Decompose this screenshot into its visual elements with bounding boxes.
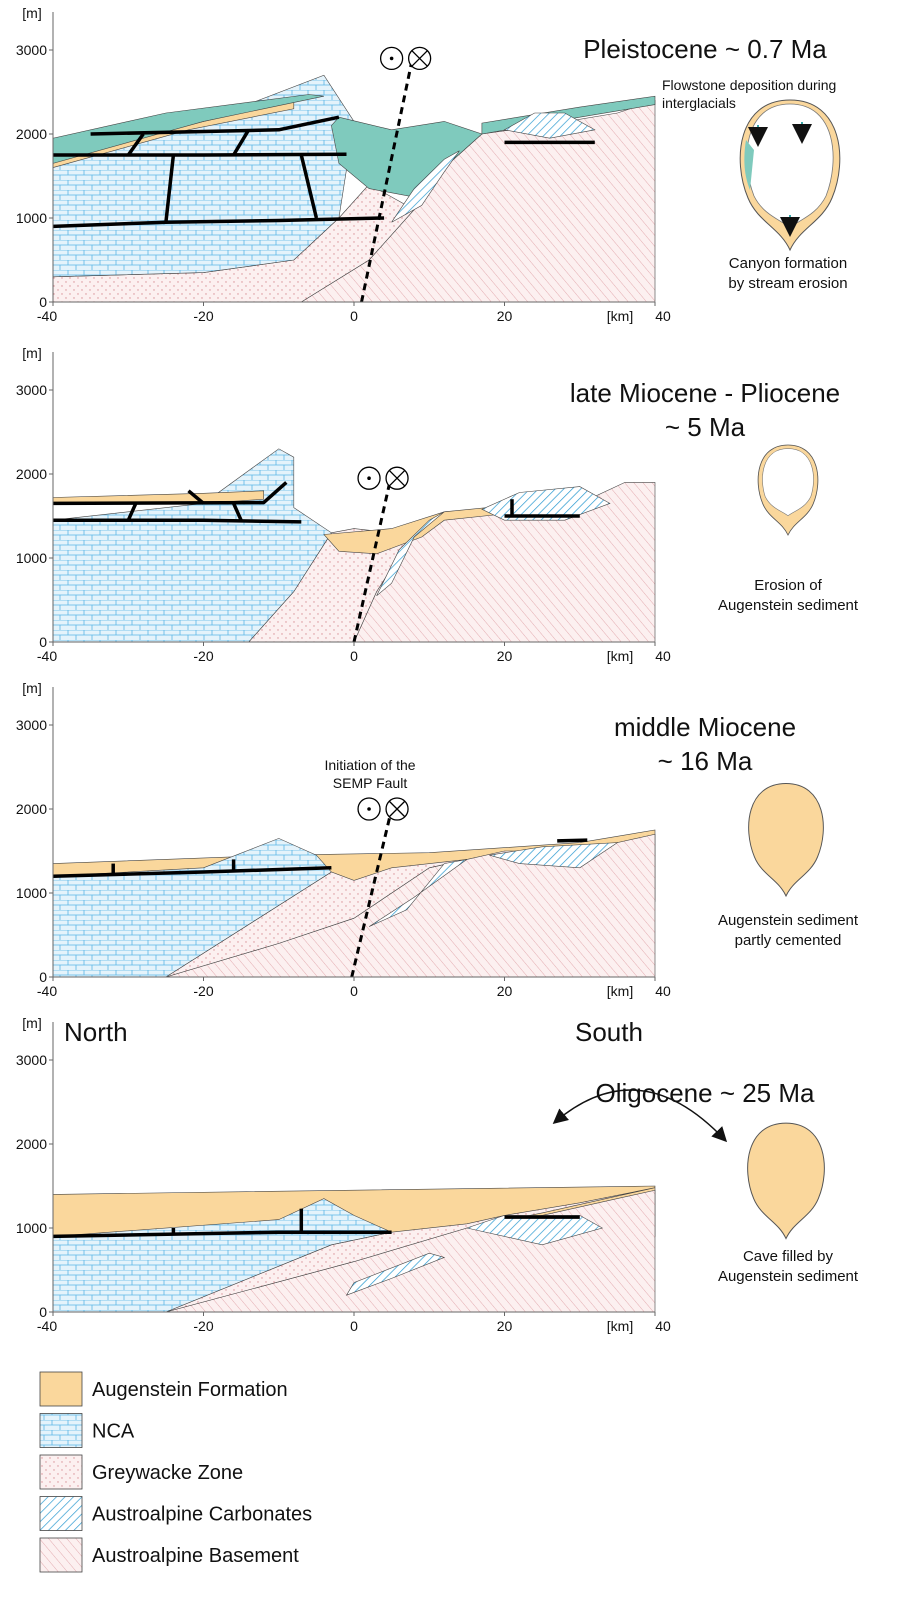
north-label: North (64, 1017, 128, 1047)
legend-swatch (40, 1455, 82, 1489)
y-unit: [m] (22, 1015, 41, 1031)
x-tick-label: -20 (193, 648, 213, 664)
x-tick-label: 0 (350, 648, 358, 664)
y-tick-label: 3000 (16, 382, 47, 398)
karst-conduit (53, 520, 301, 522)
cave-caption: Augenstein sediment (718, 1268, 859, 1285)
cave-caption: by stream erosion (728, 275, 847, 292)
motion-dot (367, 807, 371, 811)
x-tick-label: -40 (37, 1318, 57, 1334)
x-tick-label: 0 (350, 983, 358, 999)
y-tick-label: 3000 (16, 42, 47, 58)
figure: [m]0100020003000-40-2002040[km]Pleistoce… (0, 0, 911, 1613)
cave-fill (748, 1123, 825, 1239)
y-tick-label: 1000 (16, 1220, 47, 1236)
legend-label: Augenstein Formation (92, 1379, 288, 1401)
x-tick-label: -20 (193, 1318, 213, 1334)
y-tick-label: 1000 (16, 885, 47, 901)
y-tick-label: 3000 (16, 1052, 47, 1068)
panel-title: Pleistocene ~ 0.7 Ma (583, 34, 827, 64)
legend-swatch (40, 1538, 82, 1572)
y-tick-label: 3000 (16, 717, 47, 733)
x-tick-label: -20 (193, 983, 213, 999)
legend-label: NCA (92, 1421, 135, 1443)
y-unit: [m] (22, 345, 41, 361)
x-tick-label: 20 (497, 308, 513, 324)
x-unit: [km] (607, 1318, 633, 1334)
x-tick-label: 20 (497, 983, 513, 999)
legend-label: Austroalpine Carbonates (92, 1504, 312, 1526)
panel-title: ~ 5 Ma (665, 412, 746, 442)
x-tick-label: 0 (350, 308, 358, 324)
x-tick-label: 40 (655, 308, 671, 324)
motion-dot (390, 57, 394, 61)
panel-title: late Miocene - Pliocene (570, 378, 840, 408)
legend-swatch (40, 1414, 82, 1448)
y-tick-label: 1000 (16, 210, 47, 226)
cave-caption: Augenstein sediment (718, 912, 859, 929)
panel-title: Oligocene ~ 25 Ma (596, 1078, 816, 1108)
y-tick-label: 2000 (16, 466, 47, 482)
legend-label: Austroalpine Basement (92, 1545, 299, 1567)
annotation: SEMP Fault (333, 775, 408, 791)
x-tick-label: 0 (350, 1318, 358, 1334)
legend-swatch (40, 1497, 82, 1531)
x-tick-label: 40 (655, 983, 671, 999)
cave-caption: Erosion of (754, 577, 822, 594)
cave-fill (749, 784, 824, 897)
y-tick-label: 1000 (16, 550, 47, 566)
cross-section (53, 798, 655, 977)
y-unit: [m] (22, 680, 41, 696)
south-label: South (575, 1017, 643, 1047)
x-unit: [km] (607, 308, 633, 324)
cave-caption: Canyon formation (729, 255, 847, 272)
annotation: Initiation of the (324, 757, 415, 773)
cave (748, 1123, 825, 1239)
x-tick-label: -40 (37, 983, 57, 999)
x-tick-label: -20 (193, 308, 213, 324)
annotation: interglacials (662, 95, 736, 111)
cave-caption: Augenstein sediment (718, 597, 859, 614)
x-tick-label: 20 (497, 1318, 513, 1334)
x-tick-label: -40 (37, 648, 57, 664)
annotation: Flowstone deposition during (662, 77, 836, 93)
motion-dot (367, 476, 371, 480)
y-unit: [m] (22, 5, 41, 21)
cross-section (53, 47, 655, 302)
panel-title: ~ 16 Ma (658, 746, 753, 776)
x-unit: [km] (607, 648, 633, 664)
panel-title: middle Miocene (614, 712, 796, 742)
cave-caption: Cave filled by (743, 1248, 834, 1265)
y-tick-label: 2000 (16, 801, 47, 817)
x-tick-label: 40 (655, 648, 671, 664)
cave-caption: partly cemented (735, 932, 842, 949)
karst-conduit (557, 840, 587, 841)
x-tick-label: 40 (655, 1318, 671, 1334)
y-tick-label: 2000 (16, 1136, 47, 1152)
x-tick-label: -40 (37, 308, 57, 324)
legend-swatch (40, 1372, 82, 1406)
cave (749, 784, 824, 897)
cave (758, 445, 818, 535)
x-unit: [km] (607, 983, 633, 999)
x-tick-label: 20 (497, 648, 513, 664)
cross-section (53, 449, 655, 642)
legend-label: Greywacke Zone (92, 1462, 243, 1484)
y-tick-label: 2000 (16, 126, 47, 142)
cross-section (53, 1186, 655, 1312)
cave (740, 100, 840, 250)
